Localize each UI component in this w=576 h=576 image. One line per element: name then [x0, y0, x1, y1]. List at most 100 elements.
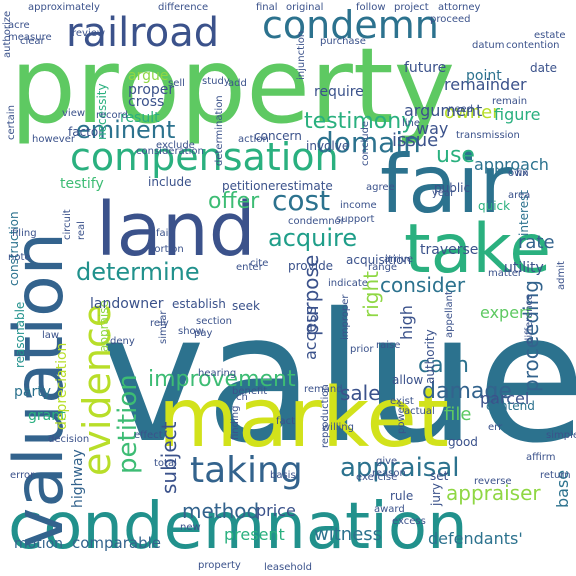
cloud-word: acquisition [346, 253, 411, 267]
cloud-word: prior [350, 344, 374, 355]
cloud-word: taking [190, 450, 303, 491]
cloud-word: factor [68, 125, 103, 139]
cloud-word: improvement [148, 367, 296, 392]
cloud-word: appraisal [340, 453, 460, 483]
cloud-word: expert [480, 303, 532, 322]
cloud-word: arrive [384, 254, 413, 265]
cloud-word: establish [172, 297, 226, 311]
cloud-word: petition [113, 374, 143, 474]
cloud-word: transmission [456, 130, 520, 141]
cloud-word: purpose [299, 255, 323, 336]
cloud-word: circuit [62, 209, 73, 240]
cloud-word: exclude [156, 140, 195, 151]
cloud-word: depreciation [54, 343, 70, 430]
cloud-word: law [42, 330, 59, 341]
cloud-word: proceed [430, 14, 471, 25]
cloud-word: rule [390, 489, 413, 503]
cloud-word: owner [444, 102, 500, 123]
cloud-word: condemn [262, 3, 439, 47]
cloud-word: price [256, 501, 296, 520]
cloud-word: project [394, 2, 429, 13]
cloud-word: fair [380, 138, 512, 231]
cloud-word: figure [494, 105, 540, 124]
cloud-word: property [198, 560, 241, 571]
cloud-word: parcel [480, 389, 529, 408]
cloud-word: own [508, 168, 529, 179]
cloud-word: err [488, 422, 503, 433]
cloud-word: remain [492, 96, 527, 107]
cloud-word: authorize [2, 11, 13, 58]
cloud-word: excess [392, 516, 426, 527]
cloud-word: proceeding [519, 280, 543, 392]
cloud-word: similar [158, 310, 169, 344]
cloud-word: approach [474, 155, 549, 174]
cloud-word: fix [516, 168, 528, 179]
cloud-word: point [466, 68, 502, 84]
cloud-word: seek [232, 299, 260, 313]
cloud-word: section [196, 316, 232, 327]
cloud-word: exercise [356, 472, 397, 483]
cloud-word: traverse [420, 242, 478, 258]
cloud-word: approximately [28, 2, 100, 13]
cloud-word: filing [12, 228, 37, 239]
cloud-word: effect [134, 430, 163, 441]
cloud-word: measure [8, 32, 52, 43]
cloud-word: property [10, 25, 455, 147]
cloud-word: public [434, 181, 470, 195]
cloud-word: interest [517, 190, 531, 236]
cloud-word: future [404, 60, 446, 76]
cloud-word: estate [534, 30, 565, 41]
cloud-word: construction [7, 211, 21, 286]
cloud-word: method [182, 499, 259, 523]
cloud-word: testimony [304, 109, 414, 134]
cloud-word: total [154, 458, 177, 469]
cloud-word: range [368, 262, 397, 273]
cloud-word: contend [486, 399, 535, 413]
cloud-word: use [436, 143, 475, 168]
cloud-word: difference [158, 2, 208, 13]
cloud-word: agree [366, 182, 395, 193]
cloud-word: decision [48, 434, 89, 445]
cloud-word: determine [76, 258, 200, 286]
cloud-word: exist [390, 396, 414, 407]
cloud-word: testify [60, 176, 104, 192]
cloud-word: allow [392, 373, 423, 387]
cloud-word: consider [380, 273, 466, 297]
cloud-word: way [416, 119, 448, 138]
cloud-word: subject [157, 421, 181, 494]
cloud-word: high [397, 305, 416, 340]
cloud-word: hearing [198, 368, 236, 379]
cloud-word: need [448, 104, 473, 115]
cloud-word: acquire [268, 224, 357, 252]
cloud-word: date [530, 61, 557, 75]
cloud-word: reproduction [320, 384, 331, 448]
cloud-word: acre [8, 20, 30, 31]
cloud-word: review [72, 28, 105, 39]
cloud-word: jury [429, 483, 443, 507]
cloud-word: line [402, 118, 420, 129]
cloud-word: concern [254, 129, 302, 143]
cloud-word: final [256, 2, 278, 13]
cloud-word: argument [404, 101, 482, 120]
cloud-word: cross [128, 94, 164, 110]
cloud-word: grant [28, 408, 66, 424]
cloud-word: rely [150, 318, 169, 329]
cloud-word: record [96, 110, 128, 121]
cloud-word: year [432, 188, 455, 199]
cloud-word: certain [6, 105, 17, 140]
cloud-word: necessity [95, 83, 109, 140]
cloud-word: utility [504, 260, 544, 276]
cloud-word: petitioner [222, 179, 280, 193]
cloud-word: purchase [320, 36, 366, 47]
cloud-word: actual [404, 406, 435, 417]
cloud-word: appraiser [446, 481, 541, 505]
cloud-word: present [224, 525, 285, 544]
cloud-word: new [180, 522, 201, 533]
cloud-word: enter [236, 262, 264, 273]
cloud-word: appraise [97, 300, 111, 352]
cloud-word: require [314, 84, 364, 100]
cloud-word: witness [314, 524, 382, 545]
cloud-word: land [96, 187, 256, 273]
